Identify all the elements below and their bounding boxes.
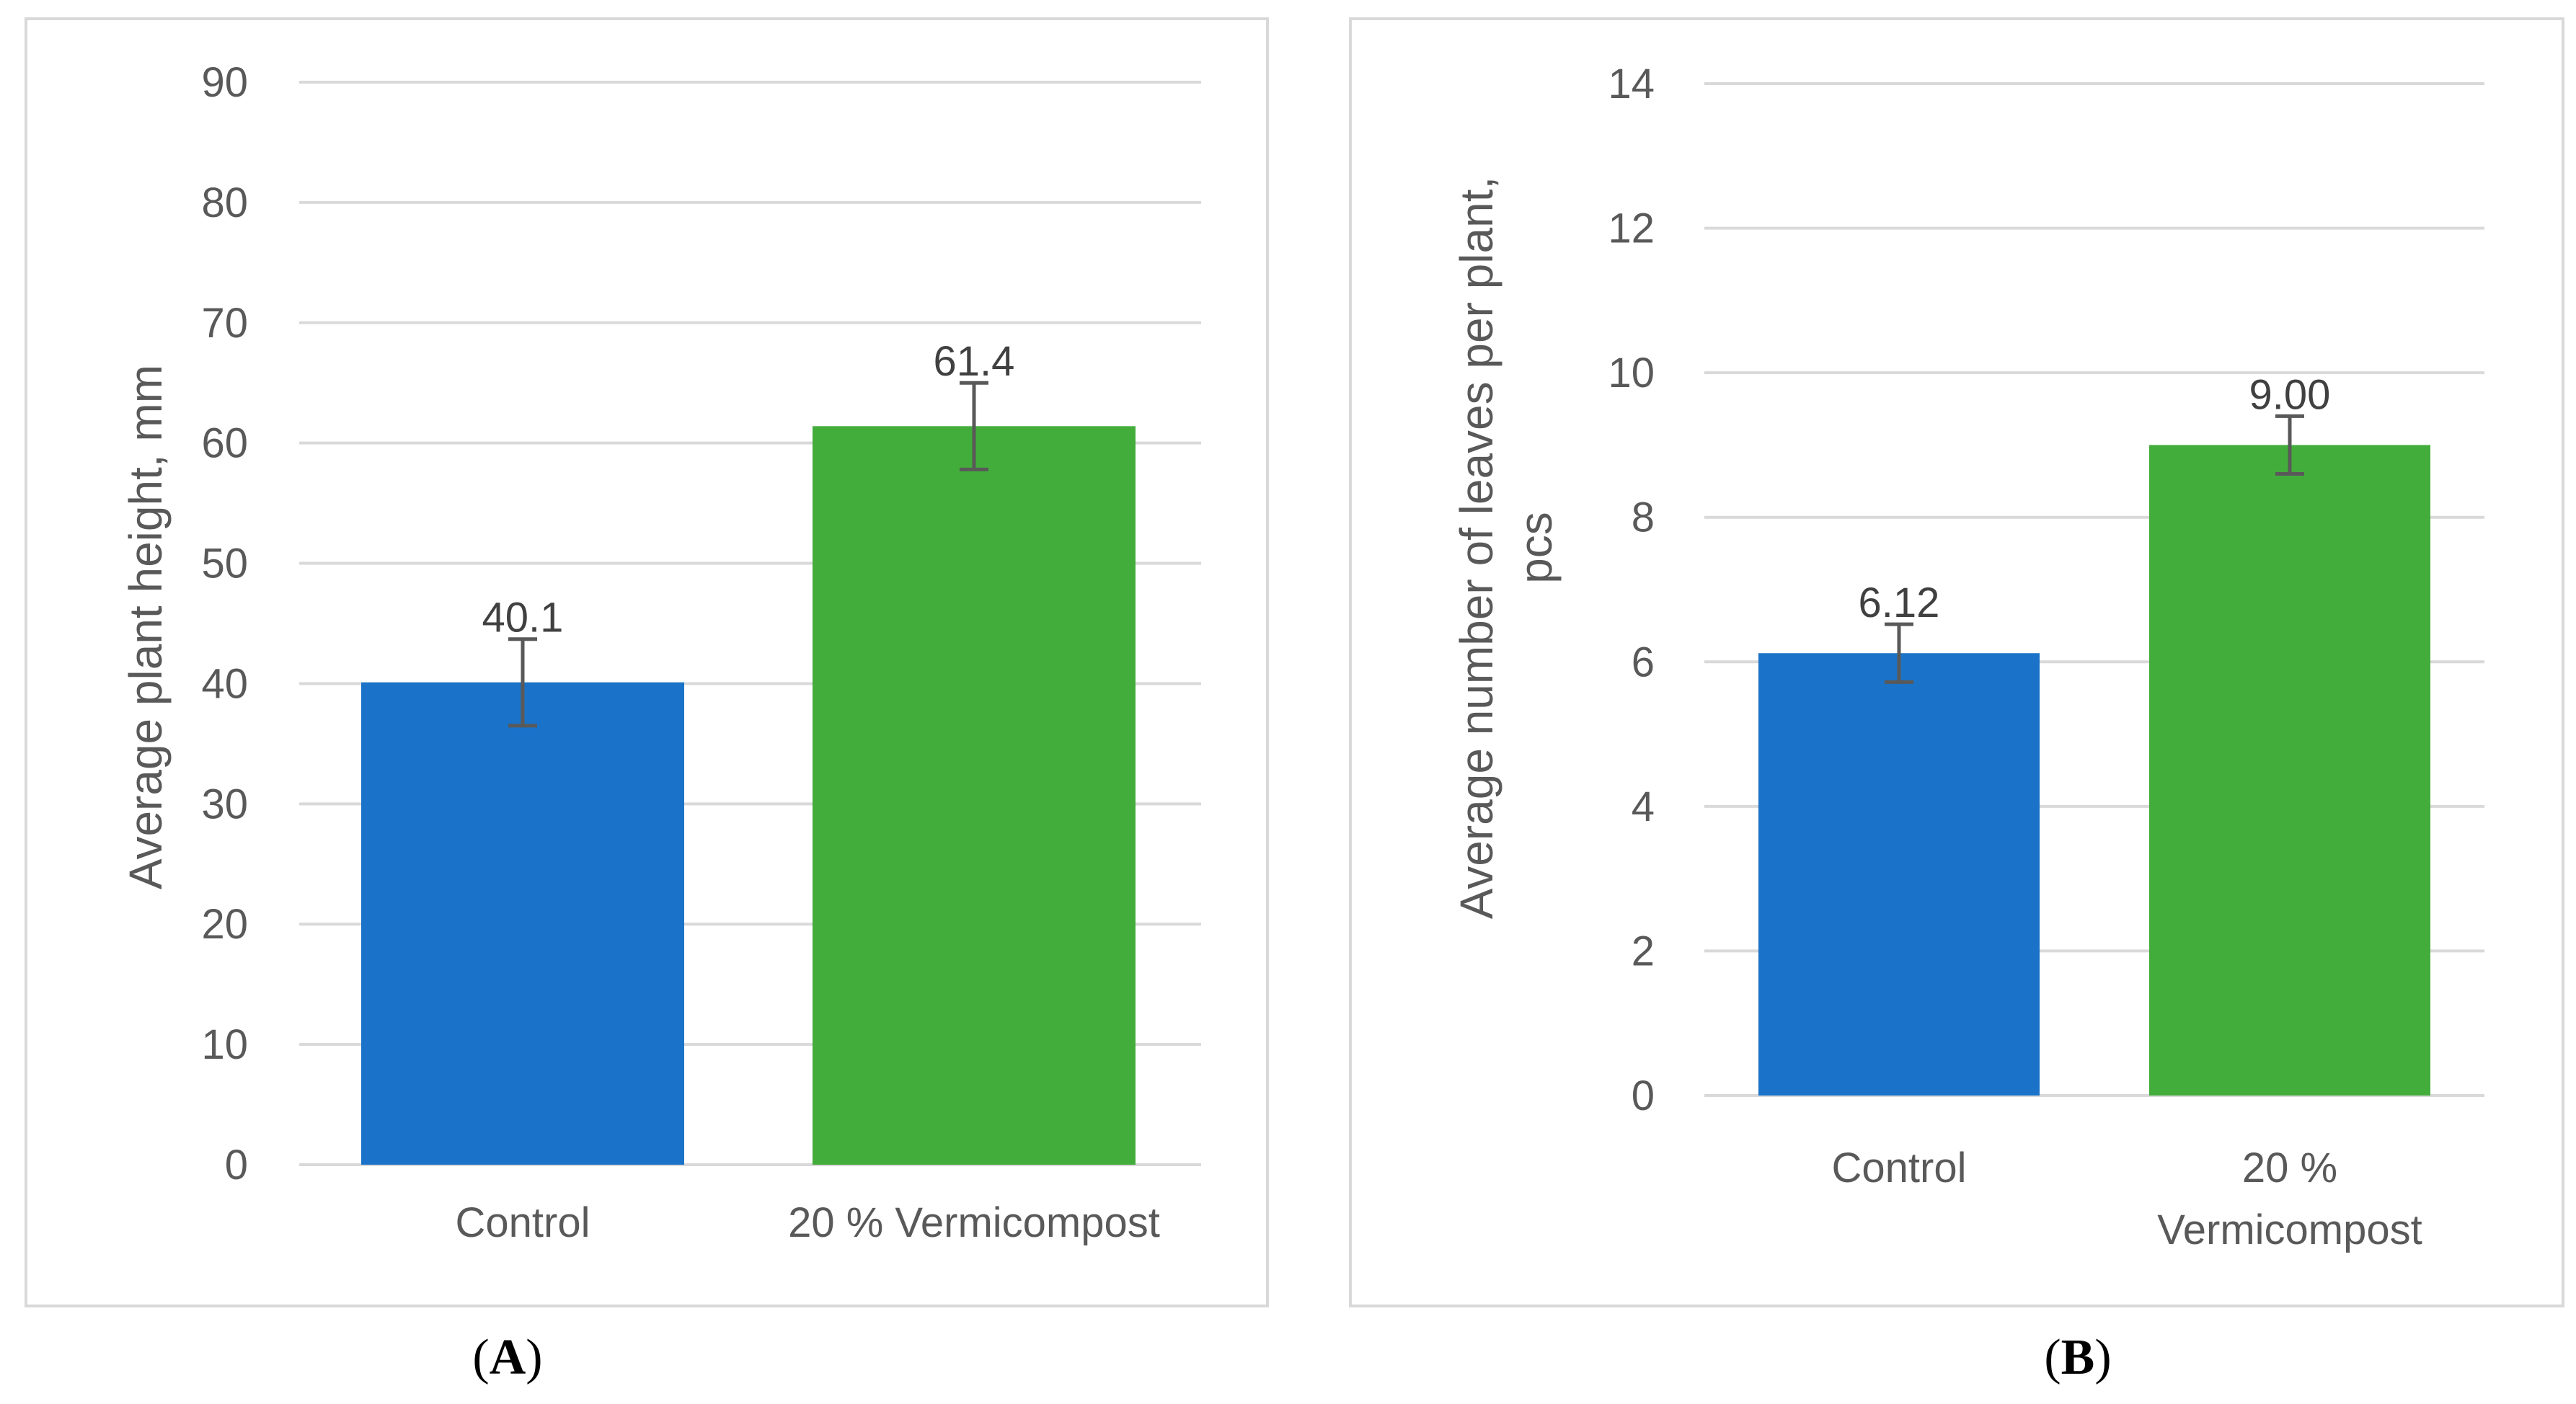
panel-b-caption-open: ( <box>2044 1330 2061 1385</box>
panel-a-caption-close: ) <box>526 1330 542 1385</box>
panel-a-y-tick-label: 10 <box>201 1021 248 1068</box>
panel-a-y-tick-label: 60 <box>201 420 248 467</box>
panel-b-y-tick-label: 14 <box>1608 61 1655 107</box>
panel-a-category-labels: Control 20 % Vermicompost <box>456 1199 1160 1246</box>
panel-b-caption: (B) <box>2044 1330 2111 1385</box>
panel-a-y-tick-label: 30 <box>201 781 248 827</box>
panel-b-data-labels: 6.12 9.00 <box>1859 371 2331 626</box>
panel-a-y-tick-label: 20 <box>201 901 248 948</box>
panel-a-frame <box>25 17 1269 1307</box>
panel-b-data-label-0: 6.12 <box>1859 579 1940 626</box>
panel-a-bars <box>361 426 1136 1165</box>
panel-a-data-label-0: 40.1 <box>482 595 564 641</box>
panel-a-error-bar-1 <box>960 381 988 471</box>
panel-b-y-tick-label: 2 <box>1632 928 1655 974</box>
panel-b-category-label-0: Control <box>1832 1145 1967 1191</box>
panel-b-y-tick-label: 10 <box>1608 350 1655 396</box>
panel-b-chart: 0 2 4 6 8 10 12 14 6.12 9.00 Control 20 % Vermicom… <box>1349 17 2564 1307</box>
panel-b-frame <box>1349 17 2564 1307</box>
panel-a-category-label-1: 20 % Vermicompost <box>788 1199 1160 1246</box>
panel-a-category-label-0: Control <box>456 1199 590 1246</box>
panel-a-chart: 0 10 20 30 40 50 60 70 80 90 40.1 61.4 Control 20 %… <box>25 17 1269 1307</box>
panel-b-y-axis-title-line-2: pcs <box>1510 512 1562 584</box>
panel-b-caption-close: ) <box>2094 1330 2111 1385</box>
panel-b-y-tick-labels: 0 2 4 6 8 10 12 14 <box>1608 61 1655 1119</box>
panel-b-error-bars <box>1885 414 2304 684</box>
panel-b-y-tick-label: 8 <box>1632 494 1655 541</box>
panel-b-error-bar-0 <box>1885 622 1913 684</box>
panel-b-bars <box>1758 445 2430 1096</box>
panel-a-data-labels: 40.1 61.4 <box>482 338 1015 641</box>
panel-b-category-label-1-line-0: 20 % <box>2242 1145 2337 1191</box>
panel-b-y-tick-label: 0 <box>1632 1072 1655 1119</box>
panel-a-bar-control <box>361 682 684 1165</box>
panel-a-caption-letter: A <box>490 1330 526 1385</box>
panel-a-y-tick-label: 70 <box>201 300 248 347</box>
panel-b-bar-vermicompost <box>2149 445 2430 1096</box>
panel-a-y-tick-label: 80 <box>201 179 248 226</box>
panel-a-bar-vermicompost <box>813 426 1136 1165</box>
panel-a-y-tick-labels: 0 10 20 30 40 50 60 70 80 90 <box>201 59 248 1188</box>
panel-b-y-tick-label: 6 <box>1632 639 1655 685</box>
panel-a-y-axis-title: Average plant height, mm <box>120 365 172 889</box>
panel-b-category-label-1-line-1: Vermicompost <box>2157 1207 2422 1253</box>
panel-a-y-tick-label: 0 <box>225 1142 248 1188</box>
panel-b-data-label-1: 9.00 <box>2249 371 2331 418</box>
panel-b-caption-letter: B <box>2061 1330 2095 1385</box>
panel-a-error-bars <box>508 381 988 728</box>
panel-a-caption-open: ( <box>472 1330 489 1385</box>
panel-b-bar-control <box>1758 653 2040 1096</box>
panel-a-y-tick-label: 90 <box>201 59 248 106</box>
panel-b-y-axis-title-line-1: Average number of leaves per plant, <box>1451 177 1502 920</box>
panel-b-error-bar-1 <box>2275 414 2304 476</box>
panel-a-error-bar-0 <box>508 637 537 728</box>
panel-b-y-tick-label: 12 <box>1608 205 1655 252</box>
panel-b-category-labels: Control 20 % Vermicompost <box>1832 1145 2422 1253</box>
panel-a-caption: (A) <box>472 1330 542 1385</box>
panel-b-y-tick-label: 4 <box>1632 783 1655 830</box>
panel-a-y-tick-label: 40 <box>201 660 248 707</box>
panel-a-y-tick-label: 50 <box>201 541 248 587</box>
panel-a-data-label-1: 61.4 <box>934 338 1015 385</box>
panel-b-y-axis-title: Average number of leaves per plant, pcs <box>1451 177 1562 920</box>
